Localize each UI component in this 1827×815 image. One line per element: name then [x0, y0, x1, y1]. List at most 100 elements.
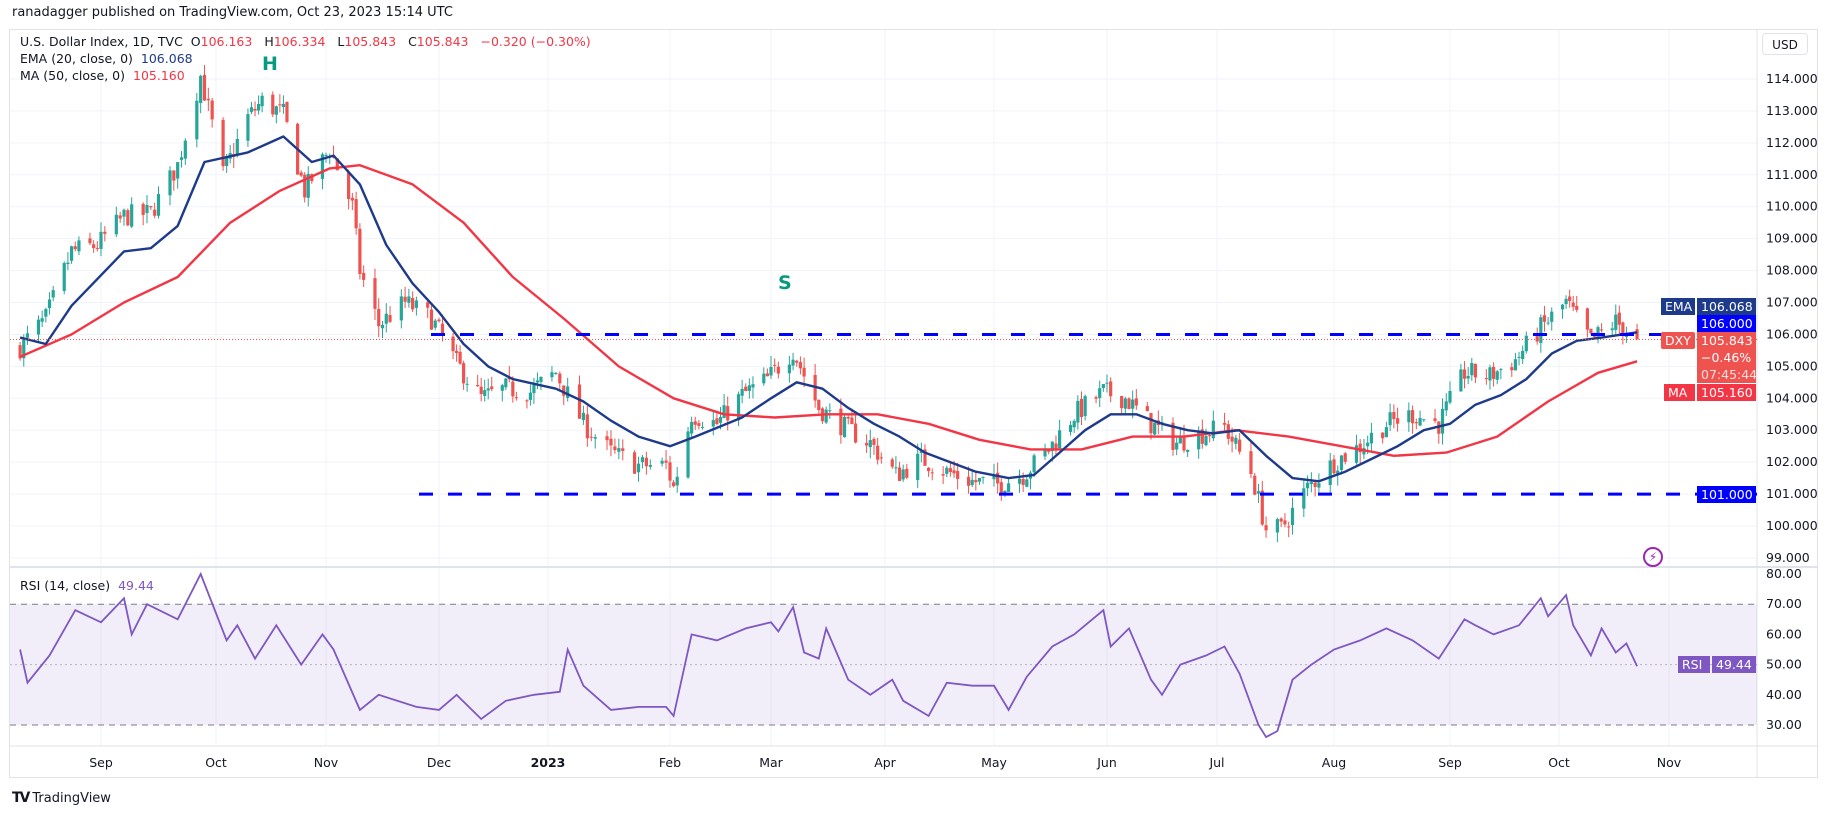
candle-body: [285, 101, 289, 122]
candle: [1343, 452, 1347, 465]
candle-body: [894, 467, 898, 469]
candle: [621, 439, 625, 461]
candle-body: [1105, 382, 1109, 384]
candle-body: [1204, 435, 1208, 446]
time-axis-label: Aug: [1322, 755, 1346, 770]
candle-body: [1510, 367, 1514, 371]
candle: [1238, 433, 1242, 455]
candle-body: [1524, 335, 1528, 352]
ema-legend[interactable]: EMA (20, close, 0) 106.068: [20, 51, 197, 66]
candle: [507, 366, 511, 383]
candle: [454, 344, 459, 362]
candle: [930, 468, 934, 481]
candle-body: [199, 75, 203, 103]
candle-body: [1444, 401, 1448, 411]
candle-body: [299, 172, 303, 176]
candle-body: [1208, 435, 1212, 437]
candle: [876, 437, 880, 465]
candle: [1571, 296, 1575, 312]
candle: [605, 430, 609, 450]
currency-button[interactable]: USD: [1762, 33, 1808, 55]
candle-body: [281, 103, 286, 108]
candle: [675, 466, 679, 493]
candle-body: [225, 157, 229, 166]
candle: [558, 371, 562, 391]
candle-body: [1407, 410, 1411, 423]
candle-body: [1127, 398, 1131, 409]
ma-legend[interactable]: MA (50, close, 0) 105.160: [20, 68, 189, 83]
candle-body: [776, 366, 780, 374]
candle-body: [846, 417, 850, 419]
candle: [970, 469, 974, 488]
candle-body: [271, 94, 275, 115]
lightning-icon[interactable]: ⚡: [1643, 547, 1663, 567]
candle: [999, 478, 1003, 501]
candle-body: [1032, 455, 1036, 473]
candle-body: [999, 482, 1003, 494]
shoulder-annotation: S: [778, 272, 792, 294]
candle: [253, 101, 257, 117]
candle-body: [539, 376, 543, 382]
candle: [1032, 453, 1036, 478]
candle: [411, 291, 415, 313]
candle-body: [525, 400, 529, 402]
tradingview-logo[interactable]: TV TradingView: [12, 790, 111, 806]
candle: [1175, 435, 1179, 456]
candle: [256, 95, 261, 115]
rsi-legend[interactable]: RSI (14, close) 49.44: [20, 578, 158, 593]
dxy-change: −0.46%: [1701, 350, 1752, 365]
candle: [901, 464, 905, 482]
candle: [274, 105, 278, 124]
candle: [202, 64, 207, 101]
candle: [476, 374, 480, 387]
candle: [562, 385, 566, 406]
candle-body: [1343, 453, 1347, 462]
candle-body: [1123, 398, 1127, 409]
candle: [532, 377, 536, 404]
candle-body: [930, 472, 934, 474]
candle: [1462, 361, 1467, 389]
candle-body: [95, 247, 99, 249]
candle: [1287, 521, 1291, 538]
time-axis-label: Oct: [205, 755, 227, 770]
candle: [462, 360, 466, 390]
candle: [1617, 305, 1621, 335]
price-axis-label: 113.000: [1766, 103, 1818, 118]
legend-open: O106.163: [190, 34, 253, 49]
candle: [846, 413, 850, 425]
candle-body: [956, 471, 960, 480]
candle: [1535, 327, 1539, 345]
candle-body: [433, 320, 437, 328]
candle-body: [149, 206, 153, 208]
candle: [1006, 478, 1011, 492]
candle-body: [172, 170, 176, 181]
candle: [842, 414, 847, 438]
candle-body: [1381, 432, 1385, 439]
candle-body: [451, 336, 455, 352]
candle: [1339, 455, 1344, 475]
candle-body: [1175, 442, 1179, 450]
candle-body: [77, 240, 81, 252]
candle-body: [1392, 412, 1396, 420]
candle-body: [585, 414, 589, 439]
candle-body: [842, 416, 847, 438]
candle-body: [664, 460, 668, 463]
candle-body: [1305, 482, 1310, 489]
candle-body: [839, 408, 843, 436]
price-axis-label: 109.000: [1766, 231, 1818, 246]
candle: [399, 289, 403, 329]
candle-body: [1575, 305, 1579, 310]
candle-body: [380, 324, 385, 329]
candle: [1178, 427, 1182, 444]
candle-body: [373, 278, 377, 309]
candle-body: [1473, 363, 1478, 378]
candle: [1123, 396, 1127, 415]
candle-body: [1466, 376, 1470, 379]
candle-body: [1283, 520, 1287, 525]
candle: [1568, 289, 1572, 308]
candle: [88, 232, 92, 246]
candle-body: [636, 463, 641, 473]
candle-body: [145, 204, 149, 214]
candle-body: [1256, 491, 1261, 494]
